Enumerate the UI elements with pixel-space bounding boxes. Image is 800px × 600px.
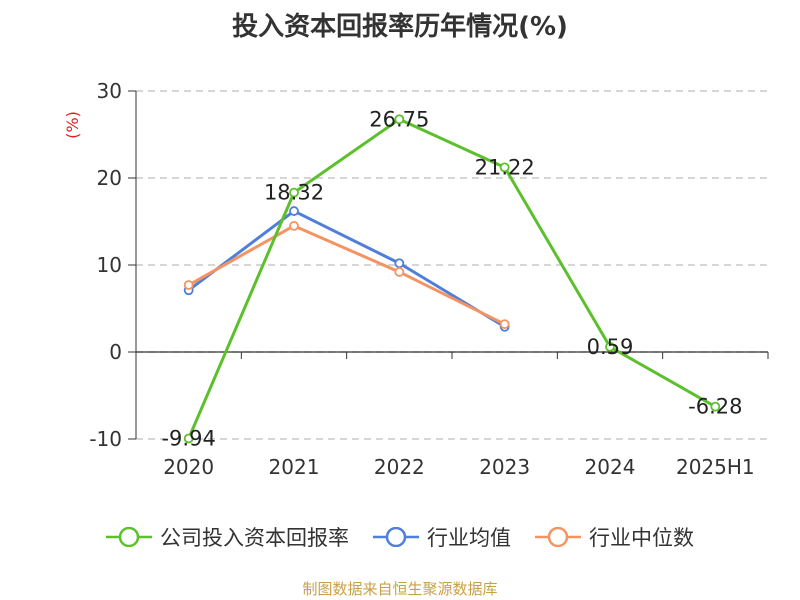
x-tick-label: 2022: [374, 455, 425, 479]
data-point: [394, 267, 405, 277]
y-tick-label: 20: [97, 166, 122, 190]
source-note: 制图数据来自恒生聚源数据库: [302, 580, 498, 598]
x-tick-label: 2024: [585, 455, 636, 479]
x-tick-label: 2021: [269, 455, 320, 479]
y-axis-label: (%): [63, 111, 82, 139]
legend-item-industry-median[interactable]: 行业中位数: [535, 522, 694, 552]
y-tick-label: 10: [97, 253, 122, 277]
data-point: [499, 162, 510, 173]
x-tick-label: 2020: [163, 455, 214, 479]
data-point: [183, 280, 194, 290]
data-point: [183, 433, 194, 444]
data-point: [289, 220, 299, 231]
data-point: [394, 258, 405, 269]
series-line: [187, 117, 717, 440]
data-label: 0.59: [587, 335, 634, 359]
data-label: -9.94: [161, 426, 215, 450]
legend-label-company-roic: 公司投入资本回报率: [160, 526, 349, 550]
y-tick-label: 0: [109, 340, 122, 364]
data-point: [289, 206, 299, 216]
data-point: [605, 341, 615, 352]
y-tick-label: -10: [89, 427, 122, 451]
data-label: 21.22: [475, 155, 535, 179]
series-line: [187, 224, 506, 326]
legend-marker-industry-mean: [373, 527, 419, 547]
y-tick-label: 30: [97, 79, 122, 103]
data-label: 26.75: [369, 107, 429, 131]
legend-label-industry-median: 行业中位数: [589, 526, 694, 550]
series-line: [187, 209, 506, 329]
data-point: [710, 401, 721, 412]
legend: 公司投入资本回报率 行业均值 行业中位数: [0, 522, 800, 552]
chart-title: 投入资本回报率历年情况(%): [232, 12, 568, 42]
x-tick-label: 2023: [479, 455, 530, 479]
legend-marker-company-roic: [106, 527, 152, 547]
legend-item-industry-mean[interactable]: 行业均值: [373, 522, 511, 552]
data-label: -6.28: [688, 395, 742, 419]
data-point: [499, 319, 510, 330]
data-point: [394, 114, 405, 125]
x-tick-label: 2025H1: [676, 455, 755, 479]
legend-marker-industry-median: [535, 527, 581, 547]
data-point: [289, 187, 299, 198]
legend-label-industry-mean: 行业均值: [427, 526, 511, 550]
data-label: 18.32: [264, 181, 324, 205]
legend-item-company-roic[interactable]: 公司投入资本回报率: [106, 522, 349, 552]
